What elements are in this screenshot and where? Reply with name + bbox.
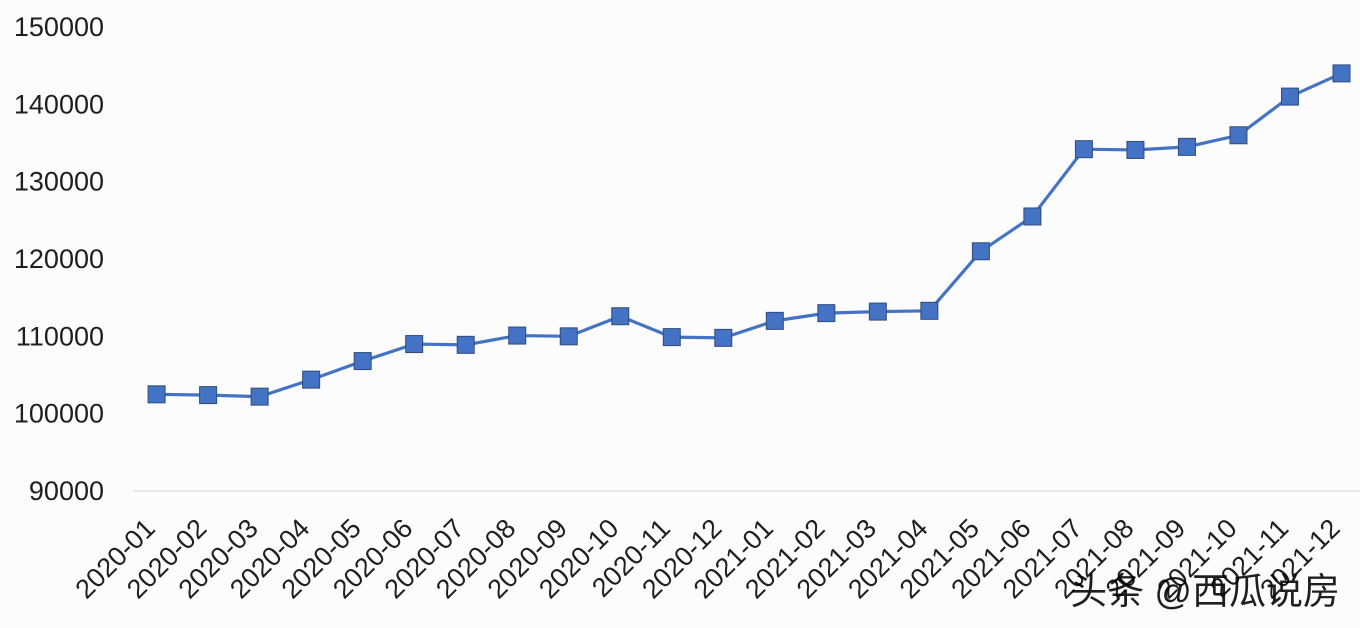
svg-text:120000: 120000 [14,244,104,274]
svg-text:140000: 140000 [14,89,104,119]
svg-text:150000: 150000 [14,12,104,42]
svg-text:110000: 110000 [16,321,104,351]
svg-text:130000: 130000 [14,167,104,197]
svg-text:90000: 90000 [29,476,104,506]
svg-text:100000: 100000 [14,399,104,429]
svg-text:头条 @西瓜说房: 头条 @西瓜说房 [1070,571,1340,612]
